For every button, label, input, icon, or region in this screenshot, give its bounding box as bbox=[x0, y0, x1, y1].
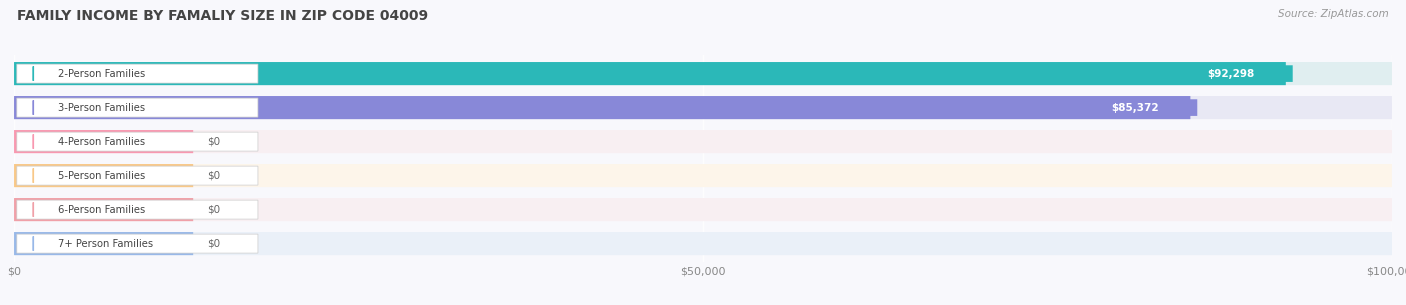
FancyBboxPatch shape bbox=[14, 62, 1392, 85]
Text: 6-Person Families: 6-Person Families bbox=[58, 205, 145, 215]
FancyBboxPatch shape bbox=[14, 164, 193, 187]
FancyBboxPatch shape bbox=[1073, 99, 1198, 116]
Text: FAMILY INCOME BY FAMALIY SIZE IN ZIP CODE 04009: FAMILY INCOME BY FAMALIY SIZE IN ZIP COD… bbox=[17, 9, 427, 23]
Text: Source: ZipAtlas.com: Source: ZipAtlas.com bbox=[1278, 9, 1389, 19]
Text: $0: $0 bbox=[207, 205, 221, 215]
Text: 3-Person Families: 3-Person Families bbox=[58, 102, 145, 113]
Text: 7+ Person Families: 7+ Person Families bbox=[58, 239, 153, 249]
FancyBboxPatch shape bbox=[14, 62, 1286, 85]
FancyBboxPatch shape bbox=[14, 96, 1191, 119]
Text: 2-Person Families: 2-Person Families bbox=[58, 69, 145, 79]
FancyBboxPatch shape bbox=[14, 130, 1392, 153]
Text: $85,372: $85,372 bbox=[1112, 102, 1159, 113]
FancyBboxPatch shape bbox=[14, 232, 1392, 255]
FancyBboxPatch shape bbox=[17, 200, 257, 219]
Text: $0: $0 bbox=[207, 170, 221, 181]
Text: 5-Person Families: 5-Person Families bbox=[58, 170, 145, 181]
FancyBboxPatch shape bbox=[14, 164, 1392, 187]
FancyBboxPatch shape bbox=[14, 96, 1392, 119]
FancyBboxPatch shape bbox=[14, 232, 193, 255]
FancyBboxPatch shape bbox=[1168, 65, 1292, 82]
FancyBboxPatch shape bbox=[17, 234, 257, 253]
FancyBboxPatch shape bbox=[14, 198, 193, 221]
Text: $0: $0 bbox=[207, 137, 221, 147]
FancyBboxPatch shape bbox=[14, 198, 1392, 221]
FancyBboxPatch shape bbox=[14, 130, 193, 153]
Text: $0: $0 bbox=[207, 239, 221, 249]
FancyBboxPatch shape bbox=[17, 132, 257, 151]
Text: $92,298: $92,298 bbox=[1208, 69, 1254, 79]
FancyBboxPatch shape bbox=[17, 98, 257, 117]
FancyBboxPatch shape bbox=[17, 64, 257, 83]
Text: 4-Person Families: 4-Person Families bbox=[58, 137, 145, 147]
FancyBboxPatch shape bbox=[17, 166, 257, 185]
